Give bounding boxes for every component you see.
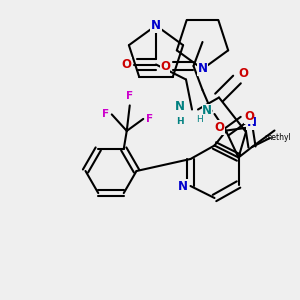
Text: O: O [121, 58, 131, 71]
Text: O: O [244, 110, 254, 124]
Text: F: F [102, 110, 109, 119]
Text: N: N [197, 62, 208, 76]
Text: H: H [176, 117, 184, 126]
Text: N: N [202, 104, 212, 118]
Text: N: N [247, 116, 257, 130]
Text: O: O [238, 67, 248, 80]
Text: N: N [151, 19, 161, 32]
Text: F: F [146, 114, 153, 124]
Text: N: N [175, 100, 185, 113]
Text: N: N [178, 179, 188, 193]
Text: H: H [196, 116, 203, 124]
Text: O: O [214, 121, 224, 134]
Text: methyl: methyl [264, 134, 291, 142]
Text: O: O [160, 59, 170, 73]
Text: F: F [126, 92, 133, 101]
